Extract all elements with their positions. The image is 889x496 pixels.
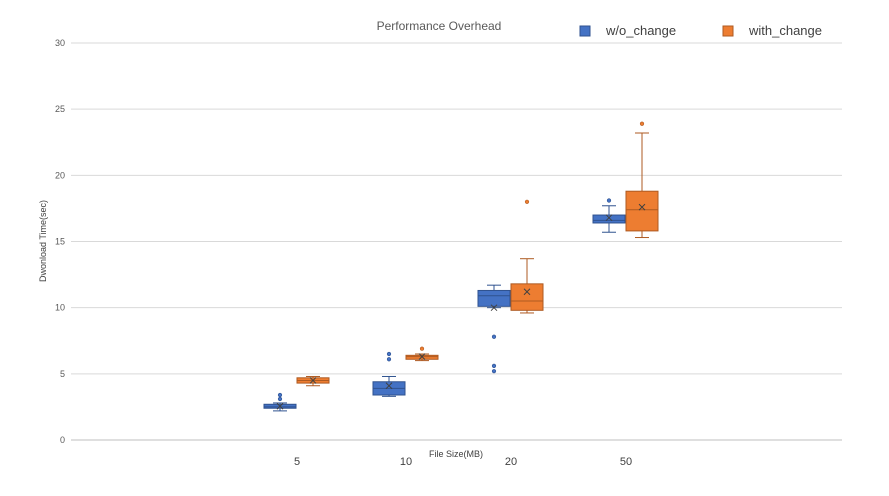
outlier-point: [277, 392, 283, 398]
x-tick-label: 5: [294, 456, 300, 468]
mean-marker: [523, 288, 531, 296]
mean-marker: [490, 304, 498, 312]
y-tick-label: 15: [55, 237, 65, 247]
x-axis-label: File Size(MB): [429, 449, 483, 459]
chart-title: Performance Overhead: [377, 19, 502, 33]
y-tick-label: 5: [60, 369, 65, 379]
outlier-point: [491, 363, 497, 368]
y-tick-label: 25: [55, 104, 65, 114]
outlier-point: [639, 121, 645, 126]
y-tick-label: 0: [60, 435, 65, 445]
x-tick-label: 50: [620, 456, 632, 468]
outlier-point: [491, 369, 497, 374]
y-tick-label: 10: [55, 303, 65, 313]
mean-marker: [638, 203, 646, 211]
legend-label: with_change: [748, 23, 822, 38]
box-iqr: [477, 289, 511, 307]
x-tick-label: 20: [505, 456, 517, 468]
x-tick-label: 10: [400, 456, 412, 468]
box-iqr: [625, 190, 659, 232]
legend-swatch: [722, 25, 734, 37]
outlier-point: [524, 199, 530, 204]
outlier-point: [606, 198, 612, 203]
mean-marker: [309, 377, 317, 384]
outlier-point: [491, 334, 497, 339]
outlier-point: [386, 357, 392, 362]
outlier-point: [277, 396, 283, 402]
mean-marker: [276, 402, 284, 410]
y-tick-label: 30: [55, 38, 65, 48]
y-tick-label: 20: [55, 170, 65, 180]
mean-marker: [418, 353, 426, 360]
mean-marker: [385, 382, 393, 390]
outlier-point: [386, 351, 392, 357]
y-axis-label: Dwonload Time(sec): [38, 200, 48, 282]
outlier-point: [419, 346, 425, 351]
legend-swatch: [579, 25, 591, 37]
box-iqr: [510, 283, 544, 311]
mean-marker: [605, 214, 613, 222]
box-iqr: [592, 214, 626, 224]
legend-label: w/o_change: [605, 23, 676, 38]
